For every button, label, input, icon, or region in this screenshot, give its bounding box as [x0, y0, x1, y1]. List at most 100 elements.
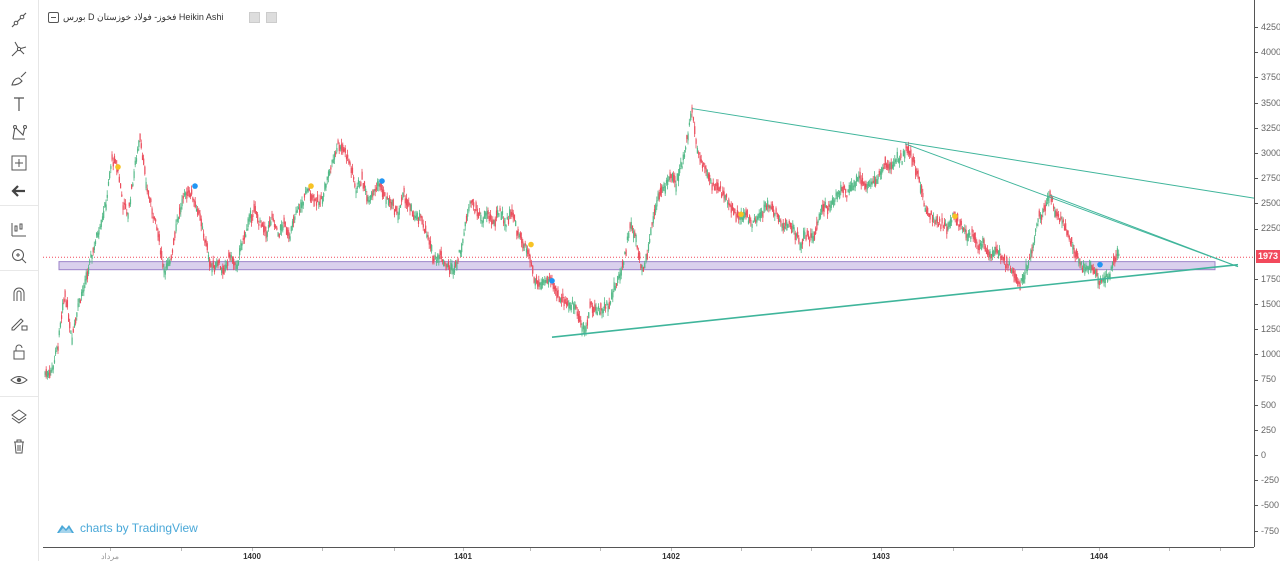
- blue-signal-marker: [192, 183, 198, 189]
- settings-icon[interactable]: [266, 12, 278, 23]
- lock-all-tool-button[interactable]: [7, 340, 31, 364]
- collapse-legend-icon[interactable]: [48, 12, 59, 23]
- magnet-icon: [13, 287, 25, 301]
- trend-line-upper-resistance-long[interactable]: [691, 108, 1254, 199]
- time-tick-label: 1402: [662, 552, 680, 561]
- text-tool-button[interactable]: [7, 92, 31, 116]
- price-tick-label: 2500: [1255, 198, 1280, 208]
- chart-legend: بورس D فخوز- فولاد خوزستان Heikin Ashi: [48, 12, 278, 23]
- long-position-tool-button[interactable]: [7, 217, 31, 241]
- price-tick-label: 3500: [1255, 98, 1280, 108]
- time-tick-mark: [671, 548, 672, 551]
- chart-plot-area[interactable]: [43, 0, 1254, 547]
- time-tick-mark: [1169, 548, 1170, 551]
- zoom-in-icon: [12, 249, 27, 264]
- back-tool-button[interactable]: [7, 179, 31, 203]
- price-tick-label: 750: [1255, 374, 1276, 384]
- time-tick-mark: [252, 548, 253, 551]
- time-tick-mark: [881, 548, 882, 551]
- toolbar-divider: [0, 396, 38, 397]
- pitchfork-tool-button[interactable]: [7, 37, 31, 61]
- trend-line-tool-button[interactable]: [7, 8, 31, 32]
- measure-icon: [11, 155, 27, 171]
- time-tick-label: 1404: [1090, 552, 1108, 561]
- price-tick-label: -500: [1255, 500, 1279, 510]
- hide-series-icon[interactable]: [249, 12, 261, 23]
- time-tick-mark: [953, 548, 954, 551]
- watermark-text: charts by TradingView: [80, 521, 198, 535]
- time-tick-mark: [741, 548, 742, 551]
- price-tick-label: 3750: [1255, 72, 1280, 82]
- price-tick-label: 2750: [1255, 173, 1280, 183]
- trend-line-lower-support[interactable]: [551, 263, 1239, 338]
- time-tick-label: 1400: [243, 552, 261, 561]
- time-tick-mark: [394, 548, 395, 551]
- time-tick-label: مرداد: [100, 552, 120, 561]
- price-tick-label: 250: [1255, 425, 1276, 435]
- price-tick-label: 1250: [1255, 324, 1280, 334]
- pencil-lock-icon: [11, 318, 28, 331]
- price-tick-label: 3250: [1255, 123, 1280, 133]
- text-icon: [14, 97, 24, 111]
- support-zone-rectangle[interactable]: [58, 261, 1216, 271]
- eye-icon: [10, 376, 28, 384]
- pattern-tool-button[interactable]: [7, 121, 31, 145]
- lock-icon: [13, 344, 25, 360]
- lock-drawing-tool-button[interactable]: [7, 311, 31, 335]
- forecast-icon: [11, 223, 26, 237]
- yellow-signal-marker: [952, 213, 958, 220]
- time-tick-mark: [1099, 548, 1100, 551]
- remove-drawings-tool-button[interactable]: [7, 434, 31, 458]
- last-price-label: 1973: [1256, 250, 1280, 263]
- time-tick-mark: [463, 548, 464, 551]
- tradingview-watermark[interactable]: charts by TradingView: [55, 521, 198, 535]
- price-tick-label: 4000: [1255, 47, 1280, 57]
- time-tick-mark: [181, 548, 182, 551]
- price-tick-label: 3000: [1255, 148, 1280, 158]
- blue-signal-marker: [1097, 261, 1103, 268]
- brush-tool-button[interactable]: [7, 66, 31, 90]
- price-tick-label: 2250: [1255, 223, 1280, 233]
- blue-signal-marker: [549, 277, 555, 284]
- yellow-signal-marker: [308, 183, 314, 189]
- pitchfork-icon: [11, 41, 27, 57]
- brush-icon: [11, 71, 27, 86]
- trend-line-upper-resistance-3[interactable]: [1049, 194, 1239, 268]
- trash-icon: [14, 439, 24, 454]
- time-tick-mark: [811, 548, 812, 551]
- price-tick-label: 500: [1255, 400, 1276, 410]
- tradingview-cloud-icon: [57, 525, 74, 533]
- toolbar-divider: [0, 205, 38, 206]
- trend-line-icon: [11, 12, 27, 28]
- drawing-toolbar: [0, 0, 39, 561]
- time-tick-mark: [1220, 548, 1221, 551]
- price-tick-label: 4250: [1255, 22, 1280, 32]
- time-tick-mark: [322, 548, 323, 551]
- price-tick-label: 1000: [1255, 349, 1280, 359]
- heikin-ashi-candles: [44, 104, 1120, 380]
- price-axis[interactable]: 4250 4000 3750 3500 3250 3000 2750 2500 2250 1750…: [1254, 0, 1280, 547]
- trend-line-upper-resistance-short[interactable]: [904, 143, 1239, 268]
- price-tick-label: -750: [1255, 526, 1279, 536]
- price-tick-label: 1750: [1255, 274, 1280, 284]
- time-tick-mark: [110, 548, 111, 551]
- legend-title: بورس D فخوز- فولاد خوزستان Heikin Ashi: [63, 12, 224, 22]
- time-tick-label: 1401: [454, 552, 472, 561]
- object-tree-tool-button[interactable]: [7, 405, 31, 429]
- time-axis[interactable]: مرداد 1400 1401 1402 1403 1404: [43, 547, 1254, 562]
- measure-tool-button[interactable]: [7, 151, 31, 175]
- toolbar-divider: [0, 270, 38, 271]
- hide-drawings-tool-button[interactable]: [7, 368, 31, 392]
- price-chart[interactable]: [43, 0, 1254, 547]
- yellow-signal-marker: [528, 241, 534, 248]
- blue-signal-marker: [379, 178, 385, 184]
- time-tick-mark: [1022, 548, 1023, 551]
- time-tick-mark: [530, 548, 531, 551]
- magnet-tool-button[interactable]: [7, 282, 31, 306]
- pattern-icon: [12, 125, 27, 140]
- time-tick-mark: [600, 548, 601, 551]
- price-tick-label: 1500: [1255, 299, 1280, 309]
- zoom-in-tool-button[interactable]: [7, 244, 31, 268]
- yellow-signal-marker: [738, 211, 744, 218]
- layers-icon: [11, 409, 27, 424]
